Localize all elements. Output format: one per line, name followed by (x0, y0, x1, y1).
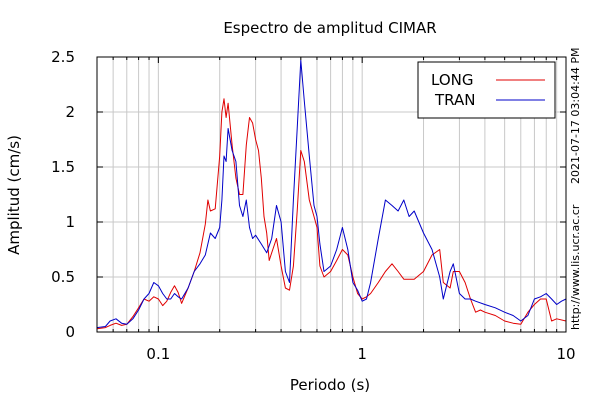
legend: LONG TRAN (417, 61, 556, 119)
legend-label-tran: TRAN (434, 91, 475, 109)
legend-label-long: LONG (431, 71, 473, 89)
y-axis-label: Amplitud (cm/s) (5, 135, 23, 255)
source-url-label: http://www.lis.ucr.ac.cr (569, 204, 582, 330)
y-tick-label: 0.5 (51, 268, 75, 286)
x-axis-label: Periodo (s) (290, 376, 370, 394)
timestamp-label: 2021-07-17 03:04:44 PM (569, 48, 582, 184)
x-tick-label: 0.1 (146, 345, 170, 363)
series-line-tran (96, 59, 567, 329)
y-tick-label: 2.5 (51, 48, 75, 66)
x-tick-label: 1 (357, 345, 367, 363)
chart-title: Espectro de amplitud CIMAR (223, 19, 436, 37)
x-tick-label: 10 (556, 345, 575, 363)
legend-box (417, 61, 556, 119)
y-tick-label: 1 (65, 213, 75, 231)
plot-frame (96, 56, 567, 333)
series-line-long (96, 98, 567, 330)
axis-ticks: 0 0.5 1 1.5 2 2.5 0.1 1 10 (51, 48, 575, 363)
y-tick-label: 1.5 (51, 158, 75, 176)
y-tick-label: 0 (65, 323, 75, 341)
y-tick-label: 2 (65, 103, 75, 121)
series-lines (96, 59, 567, 330)
